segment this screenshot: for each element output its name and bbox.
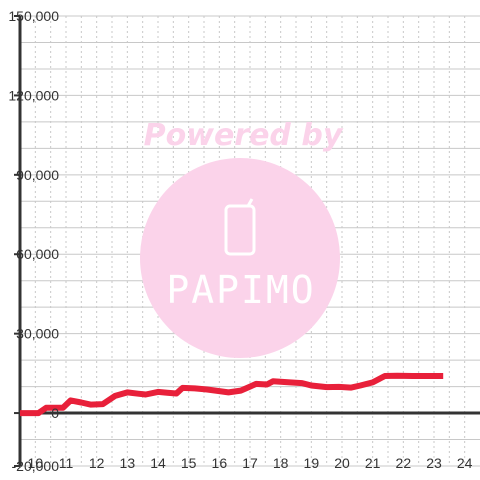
watermark-powered-by-text: Powered by xyxy=(144,118,344,153)
x-tick-label: 20 xyxy=(334,455,350,471)
series-line xyxy=(20,372,444,417)
x-axis-tick-labels: 10 11 12 13 14 15 16 17 18 19 20 21 22 23 24 xyxy=(28,455,473,471)
y-tick-label: 120,000 xyxy=(8,87,59,103)
x-tick-label: 18 xyxy=(273,455,289,471)
series-layer xyxy=(20,372,444,417)
x-tick-label: 24 xyxy=(457,455,473,471)
x-tick-label: 21 xyxy=(365,455,381,471)
x-tick-label: 11 xyxy=(59,455,74,471)
watermark-circle xyxy=(140,158,340,358)
x-tick-label: 10 xyxy=(28,455,44,471)
phone-icon-antenna xyxy=(246,198,254,207)
y-axis-tick-labels: 150,000 120,000 90,000 60,000 30,000 0 -20,000 xyxy=(8,8,59,474)
x-tick-label: 15 xyxy=(181,455,197,471)
x-tick-label: 19 xyxy=(304,455,320,471)
x-tick-label: 14 xyxy=(150,455,166,471)
powered-by-papimo-watermark: Powered by PAPIMO xyxy=(140,118,344,358)
x-tick-label: 23 xyxy=(426,455,442,471)
watermark-papimo-text: PAPIMO xyxy=(166,268,315,312)
y-tick-label: 150,000 xyxy=(8,8,59,24)
x-tick-label: 17 xyxy=(242,455,258,471)
y-tick-label: 0 xyxy=(51,405,59,421)
grid-lines xyxy=(20,15,480,467)
phone-icon xyxy=(224,204,256,256)
y-tick-label: 90,000 xyxy=(16,167,59,183)
x-tick-label: 12 xyxy=(89,455,105,471)
y-tick-label: 60,000 xyxy=(16,246,59,262)
x-tick-label: 16 xyxy=(212,455,228,471)
axes xyxy=(14,15,480,467)
y-tick-label: 30,000 xyxy=(16,326,59,342)
x-tick-label: 22 xyxy=(396,455,412,471)
x-tick-label: 13 xyxy=(120,455,136,471)
y-tick-label: -20,000 xyxy=(12,458,60,474)
